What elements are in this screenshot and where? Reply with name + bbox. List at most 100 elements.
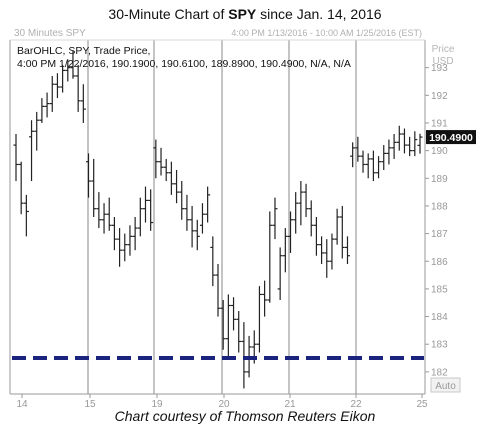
ohlc-bar [44,92,50,118]
ohlc-bar [396,125,402,151]
x-tick-label: 25 [416,399,428,410]
x-tick-label: 21 [284,399,296,410]
plot-frame [9,39,426,395]
ohlc-bar [210,236,216,287]
ohlc-bar [401,128,407,154]
ohlc-bar [65,59,71,82]
panel-name: 30 Minutes SPY [14,28,86,39]
ohlc-bar [350,142,356,168]
ohlc-bar [174,169,180,204]
title-ticker: SPY [228,6,257,22]
ohlc-bar [303,183,309,217]
ohlc-bar [29,120,35,182]
ohlc-bar [127,225,133,256]
ohlc-bar [282,228,288,273]
y-tick-label: 183 [431,340,448,351]
last-price-marker: 190.4900 [426,130,476,145]
ohlc-bar [70,51,76,79]
y-tick-label: 182 [431,367,448,378]
ohlc-bar [122,233,128,262]
ohlc-bar [34,111,40,151]
ohlc-bar [75,64,81,112]
y-axis-title-price: Price [432,44,455,55]
ohlc-bar [225,294,231,359]
x-axis: 14 15 19 20 21 22 25 [16,394,428,410]
ohlc-bar [158,147,164,176]
ohlc-bar [277,247,283,300]
y-tick-label: 189 [431,174,448,185]
ohlc-bar [49,75,55,112]
ohlc-bar [267,211,273,303]
ohlc-bar [407,136,413,157]
title-prefix: 30-Minute Chart of [108,6,229,22]
ohlc-bar [215,264,221,317]
auto-scale-label: Auto [435,381,456,392]
ohlc-bar [262,280,268,317]
ohlc-bar [106,197,112,231]
ohlc-bar [137,197,143,237]
ohlc-bar [96,192,102,229]
ohlc-bar [148,189,154,231]
ohlc-bar [370,150,376,182]
ohlc-bar [194,219,200,251]
ohlc-bar [111,217,117,251]
ohlc-bar [199,203,205,234]
ohlc-bar [184,194,190,231]
last-price-label: 190.4900 [429,132,473,144]
ohlc-bar [80,84,86,123]
ohlc-bar [319,236,325,265]
y-tick-label: 188 [431,201,448,212]
ohlc-bar [391,134,397,159]
ohlc-bar [101,203,107,234]
ohlc-bar [365,153,371,179]
auto-scale-button[interactable]: Auto [430,377,461,393]
ohlc-bar [360,150,366,173]
x-tick-label: 15 [84,399,96,410]
ohlc-bar [298,181,304,226]
y-tick-label: 187 [431,229,448,240]
ohlc-bar [308,200,314,237]
ohlc-bar [334,208,340,245]
ohlc-bar [23,194,29,237]
ohlc-bar [256,286,262,353]
x-tick-label: 22 [350,399,362,410]
ohlc-bar [168,161,174,195]
ohlc-bar [313,217,319,256]
date-range: 4:00 PM 1/13/2016 - 10:00 AM 1/25/2016 (… [231,28,422,38]
ohlc-bar [91,158,97,217]
x-tick-label: 19 [151,399,163,410]
ohlc-bar [236,311,242,353]
ohlc-bar [344,236,350,265]
ohlc-bar [220,299,226,350]
ohlc-bar [189,205,195,248]
ohlc-bar [324,239,330,278]
y-tick-label: 184 [431,312,448,323]
ohlc-bar [417,133,423,154]
last-price-box [426,130,476,145]
ohlc-bar [163,158,169,182]
y-tick-label: 190 [431,146,448,157]
ohlc-bar [132,217,138,251]
ohlc-bar [272,197,278,240]
ohlc-bar [288,211,294,253]
bar-info-line1: BarOHLC, SPY, Trade Price, [17,45,150,57]
chart-title: 30-Minute Chart of SPY since Jan. 14, 20… [0,6,490,22]
ohlc-bars [13,51,423,389]
ohlc-bar [339,205,345,259]
y-tick-label: 191 [431,118,448,129]
y-tick-label: 192 [431,91,448,102]
ohlc-bar [376,156,382,179]
x-tick-label: 14 [16,399,28,410]
ohlc-bar [412,131,418,157]
day-separators [87,40,357,394]
ohlc-bar [355,136,361,162]
ohlc-bar [142,186,148,223]
ohlc-bar [54,73,60,99]
y-tick-label: 186 [431,257,448,268]
ohlc-bar [60,64,66,93]
ohlc-bar [153,139,159,179]
ohlc-bar [39,98,45,123]
title-suffix: since Jan. 14, 2016 [256,6,382,22]
ohlc-bar [117,228,123,267]
